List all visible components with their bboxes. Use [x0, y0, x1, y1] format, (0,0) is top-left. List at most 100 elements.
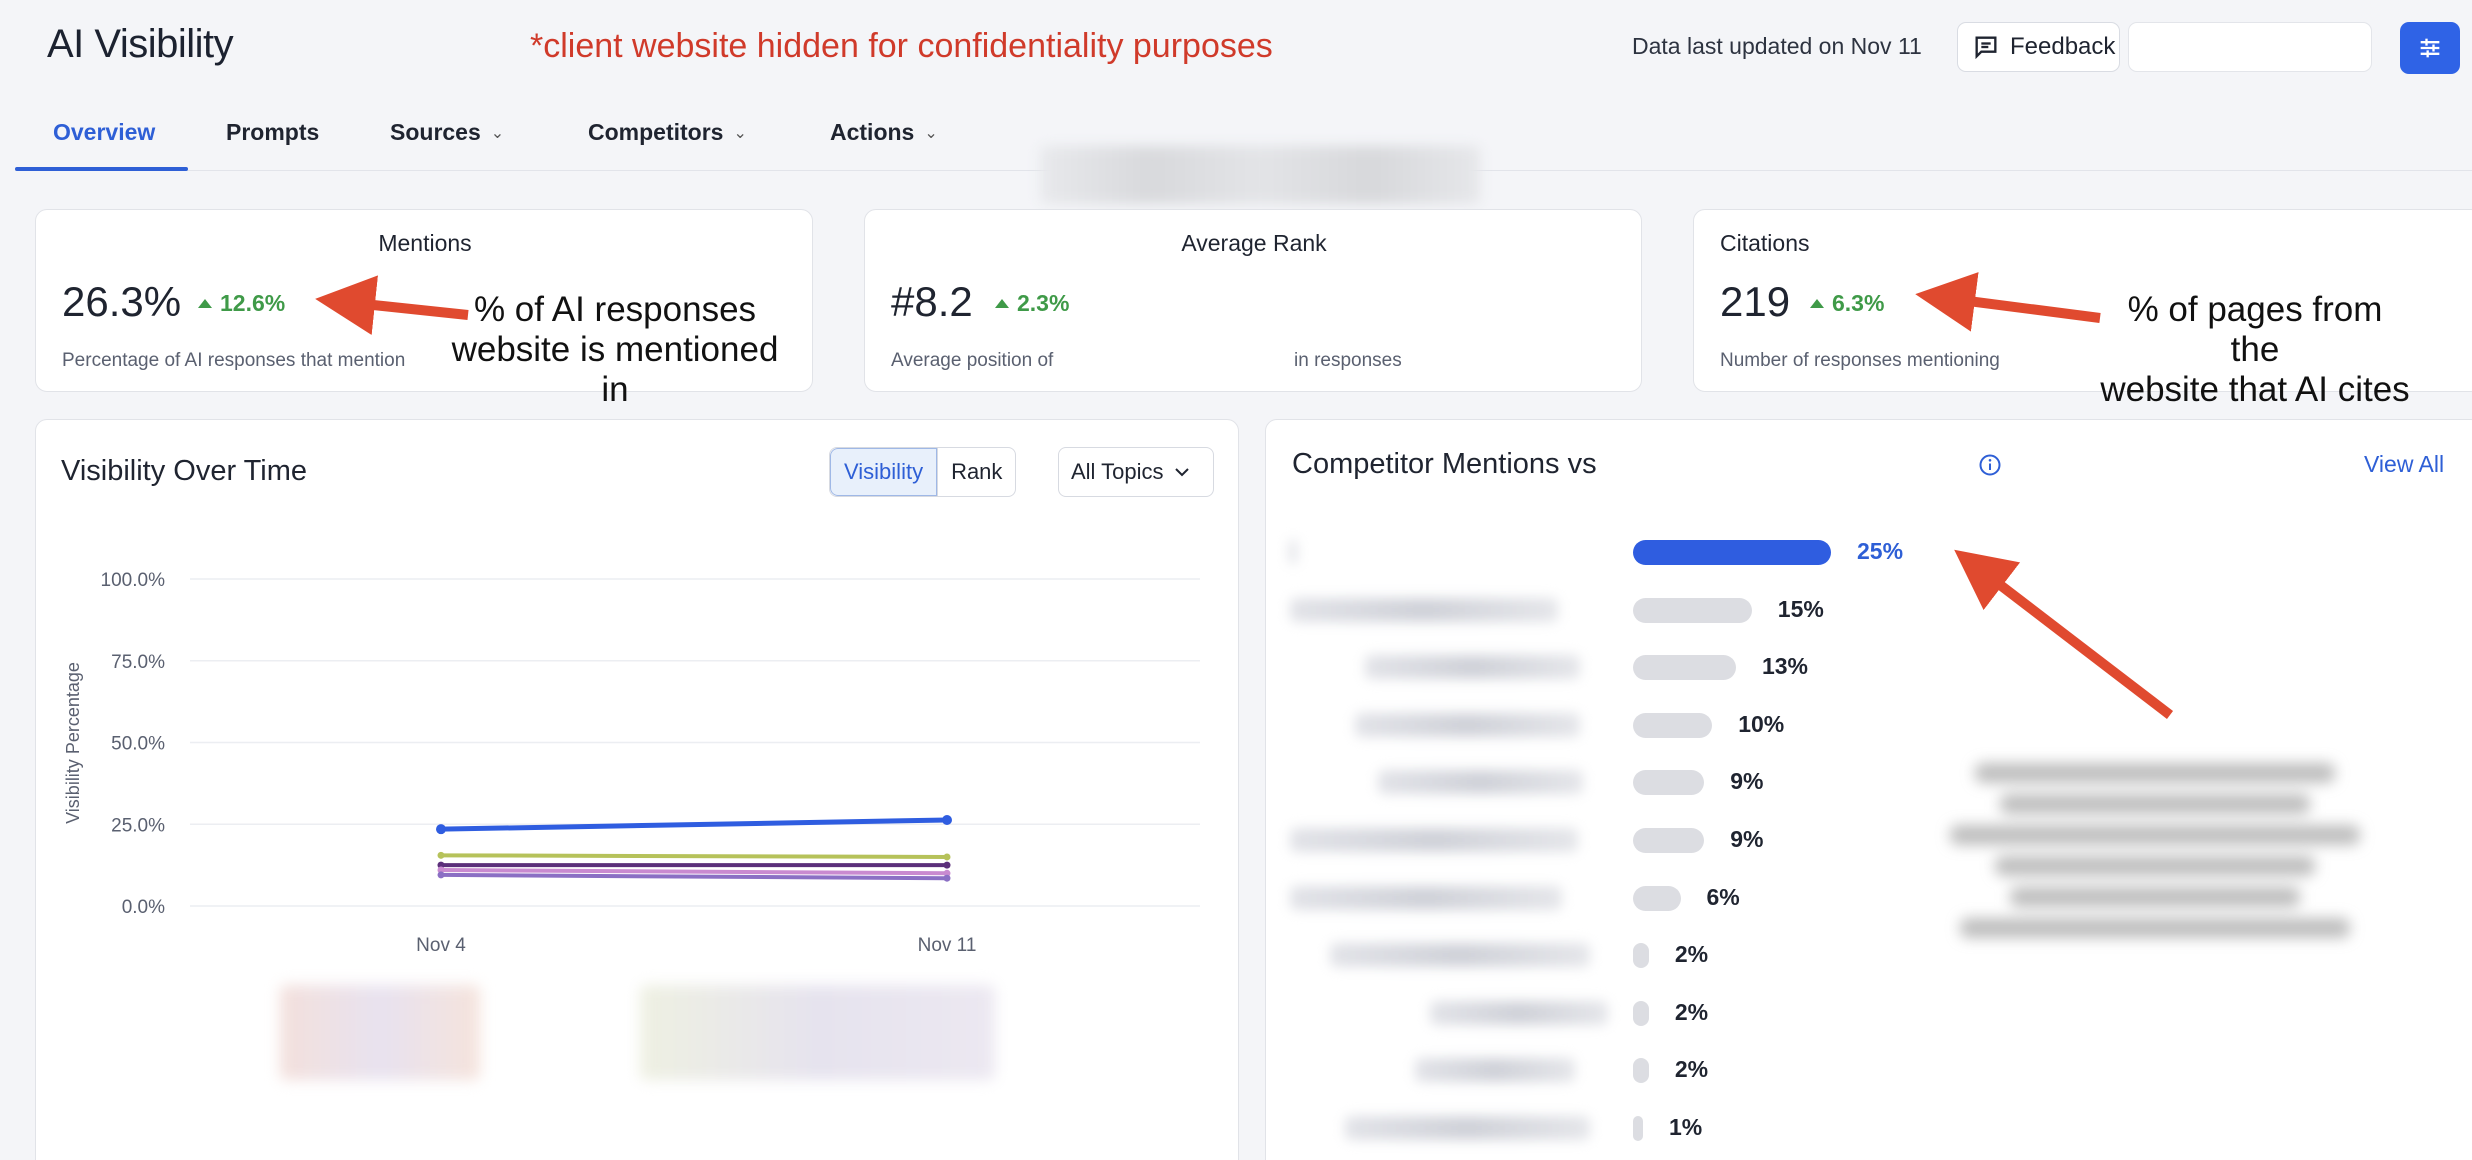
- annotation-line: website that AI cites: [2100, 370, 2410, 409]
- citations-card: Citations 219 6.3% Number of responses m…: [1693, 209, 2472, 392]
- citations-arrow: [1915, 272, 2101, 332]
- competitor-percentage: 2%: [1674, 941, 1709, 968]
- tab-label: Overview: [53, 119, 156, 145]
- y-tick-label: 75.0%: [111, 652, 165, 673]
- arrow-up-icon: [198, 299, 212, 308]
- competitor-bar: [1633, 655, 1736, 681]
- blurred-competitor-name: [1355, 712, 1580, 737]
- citations-value: 219: [1720, 278, 1791, 325]
- competitor-bar: [1633, 712, 1713, 738]
- visibility-panel: [35, 419, 1239, 1160]
- citations-annotation: % of pages from the website that AI cite…: [2100, 290, 2410, 410]
- blurred-competitor-name: [1330, 943, 1590, 968]
- x-tick-label: Nov 11: [918, 935, 977, 956]
- y-tick-label: 0.0%: [122, 897, 165, 918]
- blurred-legend: [640, 985, 995, 1080]
- competitor-row[interactable]: 13%: [0, 652, 2472, 682]
- feedback-icon: [1975, 36, 1997, 60]
- competitor-percentage: 2%: [1674, 998, 1709, 1025]
- mentions-delta-value: 12.6%: [220, 290, 286, 316]
- tab-actions[interactable]: Actions ⌄: [830, 119, 938, 146]
- competitor-row[interactable]: 2%: [0, 1055, 2472, 1085]
- competitor-row[interactable]: 9%: [0, 825, 2472, 855]
- data-point: [942, 814, 952, 825]
- tab-label: Competitors: [588, 119, 724, 145]
- competitor-percentage: 6%: [1706, 883, 1740, 910]
- blurred-competitor-name: [1415, 1058, 1575, 1083]
- topics-label: All Topics: [1071, 459, 1164, 484]
- tab-overview[interactable]: Overview: [53, 119, 155, 146]
- blurred-competitor-name: [1290, 885, 1562, 910]
- feedback-button[interactable]: Feedback: [1957, 22, 2120, 72]
- blurred-competitor-name: [1290, 540, 1296, 564]
- metric-toggle: Visibility Rank: [829, 447, 1017, 497]
- blurred-competitor-name: [1430, 1000, 1608, 1025]
- arrow-up-icon: [1810, 299, 1824, 308]
- blurred-competitor-name: [1345, 1116, 1590, 1140]
- chevron-down-icon: ⌄: [733, 124, 747, 142]
- mentions-card: Mentions 26.3% 12.6% Percentage of AI re…: [35, 209, 813, 392]
- data-point: [437, 866, 445, 874]
- visibility-panel-title: Visibility Over Time: [61, 455, 308, 487]
- chevron-down-icon: [1174, 468, 1189, 477]
- info-icon[interactable]: [1978, 453, 2002, 477]
- topics-dropdown[interactable]: All Topics: [1058, 447, 1214, 497]
- blurred-client-name: [1040, 146, 1480, 204]
- competitor-bar: [1633, 540, 1831, 565]
- series-line: [440, 853, 948, 859]
- competitor-bar: [1633, 597, 1752, 623]
- competitor-bar: [1633, 1000, 1649, 1026]
- mentions-delta: 12.6%: [198, 290, 285, 317]
- settings-button[interactable]: [2400, 22, 2460, 74]
- competitor-row[interactable]: 2%: [0, 998, 2472, 1028]
- header: AI Visibility *client website hidden for…: [0, 0, 2472, 95]
- toggle-visibility[interactable]: Visibility: [830, 448, 938, 496]
- rank-delta: 2.3%: [995, 290, 1069, 317]
- series-line: [440, 817, 948, 832]
- blurred-competitor-name: [1378, 770, 1583, 795]
- blurred-legend: [280, 985, 480, 1080]
- series-line: [440, 872, 948, 881]
- toggle-rank[interactable]: Rank: [937, 448, 1015, 496]
- competitor-row[interactable]: 25%: [0, 537, 2472, 567]
- tab-prompts[interactable]: Prompts: [226, 119, 319, 146]
- competitor-percentage: 1%: [1669, 1114, 1703, 1140]
- mentions-title: Mentions: [378, 230, 472, 256]
- tab-sources[interactable]: Sources ⌄: [390, 119, 504, 146]
- mentions-subtitle: Percentage of AI responses that mention: [62, 350, 406, 371]
- data-point: [943, 861, 951, 869]
- visibility-line-chart: 100.0% 75.0% 50.0% 25.0% 0.0% Nov 4 Nov 11 Visi…: [63, 570, 1200, 956]
- y-tick-label: 100.0%: [101, 570, 166, 591]
- blurred-competitor-name: [1290, 597, 1558, 622]
- last-updated-text: Data last updated on Nov 11: [1632, 33, 1922, 59]
- series-line: [440, 868, 948, 876]
- rank-title: Average Rank: [1181, 230, 1327, 256]
- data-point: [436, 824, 446, 835]
- data-point: [943, 853, 951, 861]
- mentions-value: 26.3%: [62, 278, 182, 325]
- tab-competitors[interactable]: Competitors ⌄: [588, 119, 747, 146]
- view-all-link[interactable]: View All: [2364, 451, 2445, 477]
- competitor-row[interactable]: 9%: [0, 767, 2472, 797]
- competitor-percentage: 9%: [1730, 768, 1764, 795]
- competitor-row[interactable]: 10%: [0, 710, 2472, 740]
- rank-delta-value: 2.3%: [1017, 290, 1070, 316]
- citations-subtitle: Number of responses mentioning: [1720, 350, 2000, 371]
- active-tab-indicator: [15, 167, 188, 171]
- y-tick-label: 25.0%: [111, 815, 165, 836]
- competitor-row[interactable]: 2%: [0, 940, 2472, 970]
- competitor-row[interactable]: 15%: [0, 595, 2472, 625]
- competitor-bar: [1633, 770, 1705, 796]
- annotation-line: website is mentioned in: [451, 330, 779, 409]
- competitor-bar: [1633, 943, 1649, 969]
- competitor-row[interactable]: 1%: [0, 1113, 2472, 1143]
- y-axis-label: Visibility Percentage: [63, 662, 83, 824]
- average-rank-card: Average Rank #8.2 2.3% Average position …: [864, 209, 1642, 392]
- competitor-row[interactable]: 6%: [0, 883, 2472, 913]
- competitor-percentage: 9%: [1730, 826, 1764, 852]
- annotation-line: % of pages from the: [2127, 290, 2383, 369]
- rank-subtitle-start: Average position of: [891, 350, 1054, 371]
- header-search-field[interactable]: [2128, 22, 2372, 72]
- competitor-bar: [1633, 1116, 1643, 1141]
